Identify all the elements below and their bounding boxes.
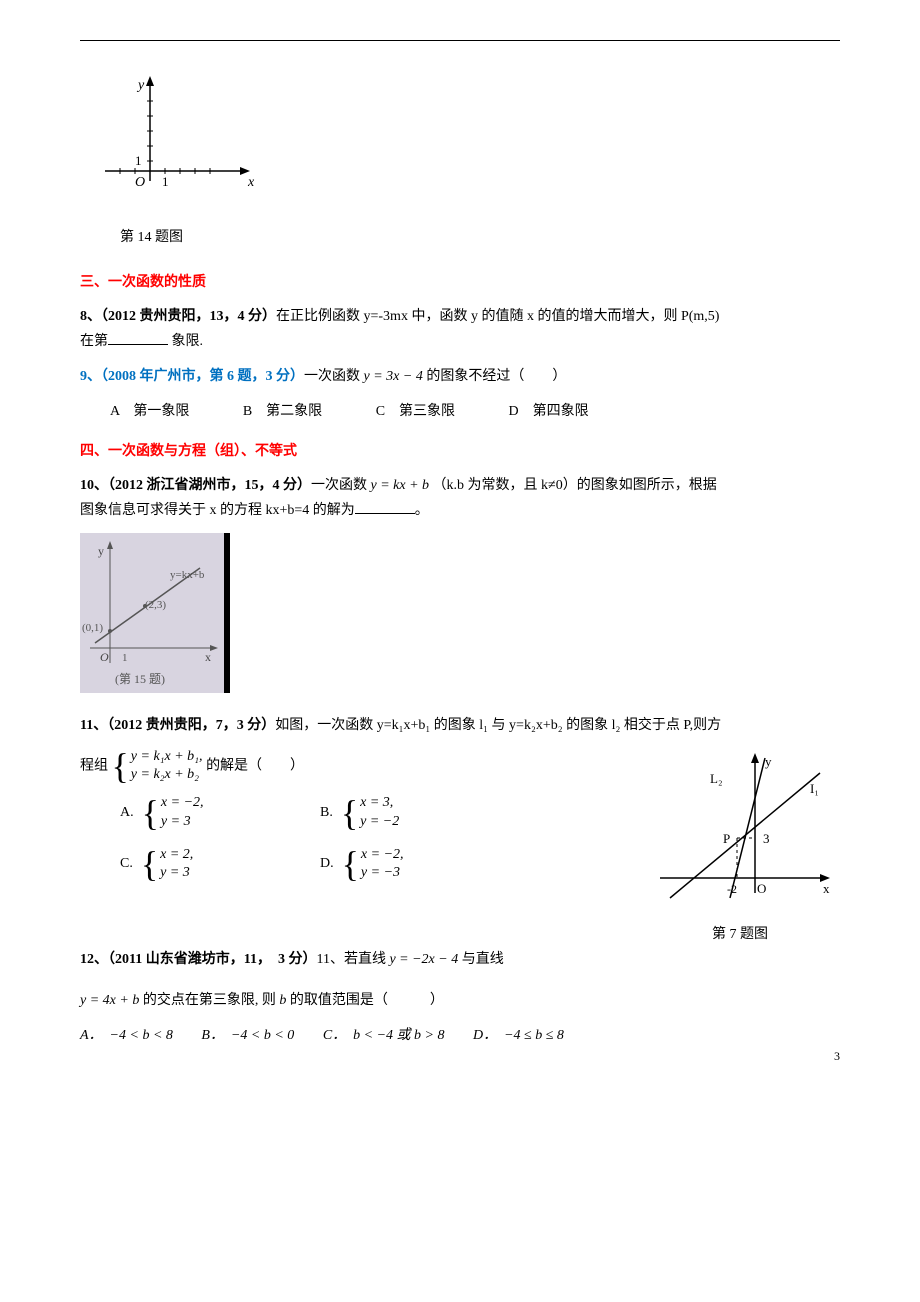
q9-opt-d: D 第四象限 <box>509 399 589 424</box>
q8-source: （2012 贵州贵阳，13，4 分） <box>101 309 276 324</box>
page-number: 3 <box>834 1046 840 1068</box>
question-12-line2: y = 4x + b 的交点在第三象限, 则 b 的取值范围是（ ） <box>80 988 840 1013</box>
figure-14-svg: y x O 1 1 <box>100 71 260 211</box>
q10-eq: y = kx + b <box>371 478 430 493</box>
q11-post: 的解是（ ） <box>206 758 304 773</box>
question-11-line1: 11、（2012 贵州贵阳，7，3 分）如图，一次函数 y=k₁x+b₁ 的图象… <box>80 713 840 738</box>
svg-text:3: 3 <box>763 831 770 846</box>
q12-opt-a: A． −4 < b < 8 <box>80 1023 173 1048</box>
svg-text:L₂: L₂ <box>710 771 722 786</box>
svg-text:I₁: I₁ <box>810 781 819 796</box>
fig14-y-label: y <box>136 78 145 93</box>
q11-sys-top: y = k₁x + b₁, <box>131 748 203 766</box>
figure-14: y x O 1 1 <box>100 71 840 220</box>
q10-blank <box>355 500 415 514</box>
svg-text:x: x <box>823 881 830 896</box>
q11-system-line: 程组 { y = k₁x + b₁, y = k₂x + b₂ 的解是（ ） <box>80 748 610 784</box>
svg-text:O: O <box>100 650 109 664</box>
q11-figure: y x L₂ I₁ P 3 -2 O 第 7 题图 <box>640 748 840 947</box>
q10-body-d: 。 <box>415 503 429 518</box>
q10-body-b: （k.b 为常数，且 k≠0）的图象如图所示，根据 <box>429 478 717 493</box>
svg-text:y: y <box>765 754 772 769</box>
q12-opt-d: D． −4 ≤ b ≤ 8 <box>473 1023 564 1048</box>
q9-eq: y = 3x − 4 <box>364 369 423 384</box>
q10-body-a: 一次函数 <box>311 478 371 493</box>
svg-text:(2,3): (2,3) <box>145 599 166 611</box>
svg-text:y=kx+b: y=kx+b <box>170 569 205 581</box>
q11-figure-caption: 第 7 题图 <box>640 922 840 947</box>
svg-text:x: x <box>205 650 211 664</box>
q8-num: 8、 <box>80 309 101 324</box>
q10-source: （2012 浙江省湖州市，15，4 分） <box>108 478 311 493</box>
q12-eq1: y = −2x − 4 <box>389 952 458 967</box>
brace-icon: { <box>112 748 129 784</box>
q8-body-b: 在第 <box>80 334 108 349</box>
q9-opt-b: B 第二象限 <box>243 399 322 424</box>
q12-body3: 的取值范围是（ ） <box>286 993 444 1008</box>
svg-text:(第 15 题): (第 15 题) <box>115 672 165 686</box>
q9-options: A 第一象限 B 第二象限 C 第三象限 D 第四象限 <box>110 399 840 424</box>
q11-source: （2012 贵州贵阳，7，3 分） <box>107 718 275 733</box>
photo-figure-15: y y=kx+b (2,3) (0,1) O 1 x (第 15 题) <box>80 533 230 693</box>
section-3-title: 三、一次函数的性质 <box>80 270 840 295</box>
q11-sys-bot: y = k₂x + b₂ <box>131 766 203 784</box>
q11-body: 如图，一次函数 y=k₁x+b₁ 的图象 l₁ 与 y=k₂x+b₂ 的图象 l… <box>275 718 721 733</box>
q12-opt-c: C． b < −4 或 b > 8 <box>323 1023 445 1048</box>
q12-num: 12、 <box>80 952 108 967</box>
q9-source: （2008 年广州市，第 6 题，3 分） <box>101 369 304 384</box>
fig14-origin: O <box>135 175 145 190</box>
question-8: 8、（2012 贵州贵阳，13，4 分）在正比例函数 y=-3mx 中，函数 y… <box>80 304 840 354</box>
question-9: 9、（2008 年广州市，第 6 题，3 分）一次函数 y = 3x − 4 的… <box>80 364 840 389</box>
q12-eq2: y = 4x + b <box>80 993 139 1008</box>
q10-body-c: 图象信息可求得关于 x 的方程 kx+b=4 的解为 <box>80 503 355 518</box>
q12-mid: 与直线 <box>458 952 504 967</box>
figure-14-caption: 第 14 题图 <box>120 225 840 250</box>
q8-body-a: 在正比例函数 y=-3mx 中，函数 y 的值随 x 的值的增大而增大，则 P(… <box>276 309 719 324</box>
q9-opt-c: C 第三象限 <box>376 399 455 424</box>
q9-opt-a: A 第一象限 <box>110 399 189 424</box>
q11-num: 11、 <box>80 718 107 733</box>
q9-num: 9、 <box>80 369 101 384</box>
q11-pre: 程组 <box>80 758 108 773</box>
q9-body: 一次函数 <box>304 369 364 384</box>
fig14-tick-y1: 1 <box>135 153 142 168</box>
svg-text:-2: -2 <box>727 882 737 896</box>
svg-text:y: y <box>98 544 104 558</box>
q9-tail: 的图象不经过（ ） <box>423 369 567 384</box>
q12-opt-b: B． −4 < b < 0 <box>201 1023 294 1048</box>
q12-options: A． −4 < b < 8 B． −4 < b < 0 C． b < −4 或 … <box>80 1023 840 1048</box>
q12-lead: 11、若直线 <box>316 952 389 967</box>
fig14-x-label: x <box>247 175 255 190</box>
q8-blank <box>108 331 168 345</box>
question-10: 10、（2012 浙江省湖州市，15，4 分）一次函数 y = kx + b （… <box>80 473 840 523</box>
q12-source: （2011 山东省潍坊市，11， 3 分） <box>108 952 316 967</box>
fig14-tick-x1: 1 <box>162 174 169 189</box>
section-4-title: 四、一次函数与方程（组）、不等式 <box>80 439 840 464</box>
q11-left: 程组 { y = k₁x + b₁, y = k₂x + b₂ 的解是（ ） A… <box>80 748 610 897</box>
q10-num: 10、 <box>80 478 108 493</box>
q11-opt-a: A. {x = −2,y = 3 <box>120 794 320 830</box>
svg-text:O: O <box>757 881 766 896</box>
question-12: 12、（2011 山东省潍坊市，11， 3 分）11、若直线 y = −2x −… <box>80 947 840 972</box>
svg-text:1: 1 <box>122 652 128 664</box>
q11-opt-b: B. {x = 3,y = −2 <box>320 794 520 830</box>
top-rule <box>80 40 840 41</box>
q11-opt-c: C. {x = 2,y = 3 <box>120 846 320 882</box>
q11-row: 程组 { y = k₁x + b₁, y = k₂x + b₂ 的解是（ ） A… <box>80 748 840 947</box>
svg-text:P: P <box>723 831 730 846</box>
q11-opt-d: D. {x = −2,y = −3 <box>320 846 520 882</box>
svg-text:(0,1): (0,1) <box>82 622 103 634</box>
q11-options: A. {x = −2,y = 3 B. {x = 3,y = −2 C. {x … <box>120 794 610 882</box>
q12-body2: 的交点在第三象限, 则 <box>139 993 279 1008</box>
q11-system: { y = k₁x + b₁, y = k₂x + b₂ <box>112 748 203 784</box>
q8-body-c: 象限. <box>168 334 203 349</box>
